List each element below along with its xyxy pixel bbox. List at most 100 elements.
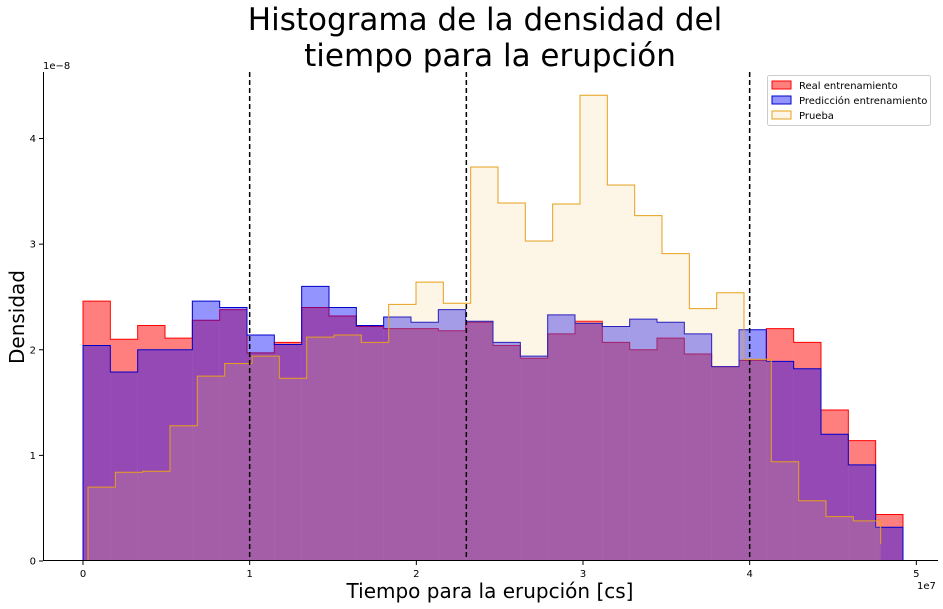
histogram-bar — [274, 342, 302, 561]
x-tick-label: 1 — [246, 569, 252, 580]
histogram-bar — [552, 204, 580, 561]
histogram-bar — [848, 440, 876, 561]
histogram-bar — [739, 329, 767, 561]
histogram-bar — [689, 308, 717, 561]
histogram-bar — [629, 349, 657, 561]
histogram-bar — [192, 301, 220, 561]
y-tick-label: 0 — [30, 557, 36, 568]
histogram-bar — [575, 323, 603, 561]
histogram-outline — [82, 285, 904, 561]
histogram-bar — [520, 356, 548, 561]
histogram-bar — [197, 376, 225, 561]
histogram-bar — [137, 325, 165, 561]
histogram-bar — [602, 326, 630, 561]
histogram-bar — [334, 334, 362, 561]
histogram-bar — [306, 337, 334, 561]
histogram-bar — [110, 371, 138, 561]
histogram-bar — [793, 342, 821, 561]
histogram-bar — [465, 322, 493, 561]
x-scale-label: 1e7 — [917, 581, 936, 592]
histogram-bar — [716, 292, 744, 561]
histogram-bar — [629, 319, 657, 561]
histogram-bar — [547, 333, 575, 561]
x-tick-label: 3 — [580, 569, 586, 580]
histogram-bar — [744, 359, 772, 561]
y-tick-label: 2 — [30, 345, 36, 356]
histogram-bar — [88, 487, 116, 561]
histogram-bar — [411, 328, 439, 561]
series-2 — [82, 285, 904, 561]
histogram-bar — [853, 520, 881, 561]
histogram-bar — [411, 322, 439, 561]
histogram-bar — [388, 304, 416, 561]
histogram-bar — [192, 320, 220, 561]
x-tick-label: 4 — [746, 569, 752, 580]
histogram-bar — [465, 321, 493, 561]
y-axis-label: Densidad — [5, 270, 29, 364]
histogram-bar — [329, 315, 357, 561]
legend-label: Predicción entrenamiento — [799, 95, 927, 107]
chart-title-line-1: Histograma de la densidad del — [248, 2, 722, 38]
histogram-bar — [575, 321, 603, 561]
histogram-bar — [416, 282, 444, 561]
histogram-bar — [219, 307, 247, 561]
histogram-bar — [684, 353, 712, 561]
histogram-bar — [356, 326, 384, 561]
histogram-bar — [684, 333, 712, 561]
histogram-bar — [498, 202, 526, 561]
histogram-bar — [662, 253, 690, 561]
histogram-bar — [361, 342, 389, 561]
histogram-bar — [657, 338, 685, 561]
y-scale-label: 1e−8 — [43, 61, 70, 72]
histogram-bar — [739, 360, 767, 561]
histogram-bar — [110, 339, 138, 561]
x-tick-label: 0 — [80, 569, 86, 580]
histogram-bar — [247, 352, 275, 561]
histogram-bar — [170, 425, 198, 561]
histogram-bar — [438, 309, 466, 561]
histogram-bar — [274, 344, 302, 561]
histogram-bar — [798, 500, 826, 561]
histogram-bar — [252, 356, 280, 561]
histogram-bar — [470, 167, 498, 561]
series-1 — [82, 300, 904, 561]
histogram-bar — [711, 366, 739, 561]
histogram-bar — [438, 330, 466, 561]
histogram-bar — [301, 286, 329, 561]
y-tick-label: 3 — [30, 240, 36, 251]
legend-label: Real entrenamiento — [799, 81, 898, 92]
histogram-bar — [137, 349, 165, 561]
histogram-bar — [493, 342, 521, 561]
histogram-outline — [87, 94, 882, 561]
histogram-bar — [115, 472, 143, 561]
y-tick-label: 4 — [30, 134, 36, 145]
histogram-bar — [279, 378, 307, 561]
histogram-bar — [848, 464, 876, 561]
histogram-bar — [771, 461, 799, 561]
histogram-bar — [224, 363, 252, 561]
histogram-bar — [580, 95, 608, 562]
series-3 — [87, 94, 882, 562]
histogram-bar — [821, 434, 849, 561]
histogram-bar — [329, 307, 357, 561]
legend: Real entrenamiento Predicción entrenamien… — [767, 75, 931, 126]
legend-swatch — [771, 95, 792, 105]
histogram-bar — [547, 314, 575, 561]
histogram-bar — [657, 322, 685, 561]
histogram-bar — [525, 240, 553, 562]
legend-label: Prueba — [799, 111, 834, 122]
histogram-bar — [602, 342, 630, 561]
legend-swatch — [771, 110, 792, 120]
x-tick-label: 2 — [413, 569, 419, 580]
histogram-bar — [634, 215, 662, 561]
histogram-bar — [383, 317, 411, 561]
histogram-bar — [493, 345, 521, 561]
histogram-bar — [356, 325, 384, 561]
histogram-bar — [247, 334, 275, 561]
histogram-bar — [219, 309, 247, 561]
y-tick-label: 1 — [30, 451, 36, 462]
histogram-bar — [142, 471, 170, 561]
histogram-bar — [383, 328, 411, 561]
histogram-outline — [82, 300, 904, 561]
